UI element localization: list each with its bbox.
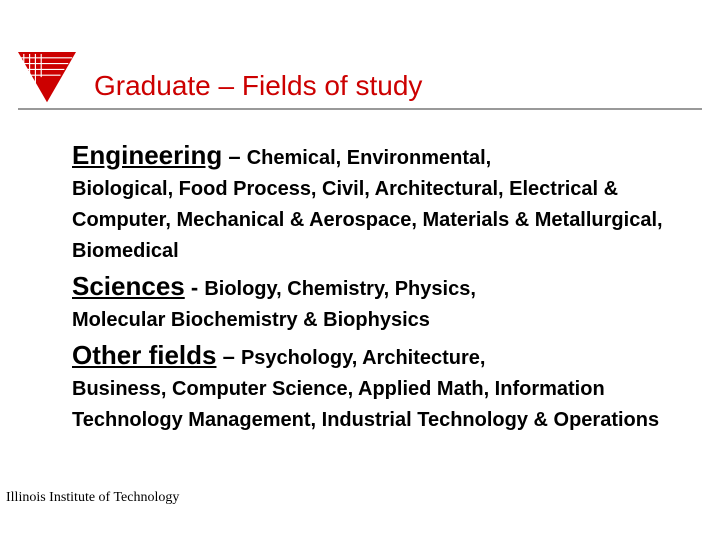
page-title: Graduate – Fields of study bbox=[0, 70, 720, 108]
footer-text: Illinois Institute of Technology bbox=[6, 490, 179, 506]
section-body: Molecular Biochemistry & Biophysics bbox=[72, 305, 672, 336]
section-heading: Engineering bbox=[72, 140, 222, 170]
title-underline bbox=[18, 108, 702, 110]
section-lead: Chemical, Environmental, bbox=[247, 147, 492, 169]
section-sciences: Sciences - Biology, Chemistry, Physics, … bbox=[72, 271, 672, 336]
section-separator: – bbox=[216, 344, 240, 369]
content-region: Engineering – Chemical, Environmental, B… bbox=[72, 140, 672, 440]
section-body: Business, Computer Science, Applied Math… bbox=[72, 374, 672, 436]
section-lead: Psychology, Architecture, bbox=[241, 347, 486, 369]
section-engineering: Engineering – Chemical, Environmental, B… bbox=[72, 140, 672, 267]
section-separator: – bbox=[222, 144, 246, 169]
section-body: Biological, Food Process, Civil, Archite… bbox=[72, 174, 672, 267]
section-lead: Biology, Chemistry, Physics, bbox=[204, 278, 476, 300]
section-separator: - bbox=[185, 275, 205, 300]
section-other: Other fields – Psychology, Architecture,… bbox=[72, 340, 672, 436]
section-heading: Sciences bbox=[72, 271, 185, 301]
title-region: Graduate – Fields of study bbox=[0, 70, 720, 110]
section-heading: Other fields bbox=[72, 340, 216, 370]
